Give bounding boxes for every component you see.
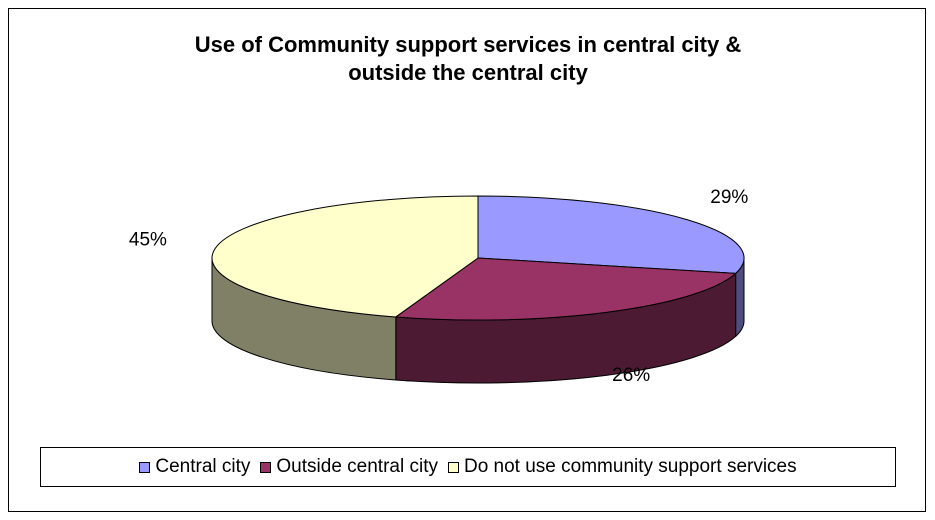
legend-label-outside-central-city: Outside central city	[276, 456, 438, 477]
pie-slice-outside-central-city	[395, 257, 737, 321]
legend-item-outside-central-city: Outside central city	[260, 456, 438, 478]
data-label-do-not-use: 45%	[129, 230, 167, 251]
chart-area: Use of Community support services in cen…	[8, 8, 926, 512]
legend-swatch-do-not-use	[447, 461, 459, 473]
legend-item-do-not-use: Do not use community support services	[447, 456, 797, 478]
legend-swatch-outside-central-city	[260, 461, 272, 473]
chart-title-line-2: outside the central city	[348, 60, 588, 85]
legend: Central city Outside central city Do not…	[40, 447, 896, 487]
pie-slice-do-not-use	[211, 195, 479, 318]
pie-plot: 29% 26% 45%	[129, 187, 748, 386]
pie-slice-central-city	[477, 195, 745, 274]
data-label-outside-central-city: 26%	[612, 365, 650, 386]
legend-label-central-city: Central city	[155, 456, 251, 477]
data-label-central-city: 29%	[710, 187, 748, 208]
legend-swatch-central-city	[139, 461, 151, 473]
legend-label-do-not-use: Do not use community support services	[463, 456, 797, 477]
legend-item-central-city: Central city	[139, 456, 250, 478]
chart-title: Use of Community support services in cen…	[9, 31, 927, 87]
chart-title-line-1: Use of Community support services in cen…	[194, 32, 742, 57]
